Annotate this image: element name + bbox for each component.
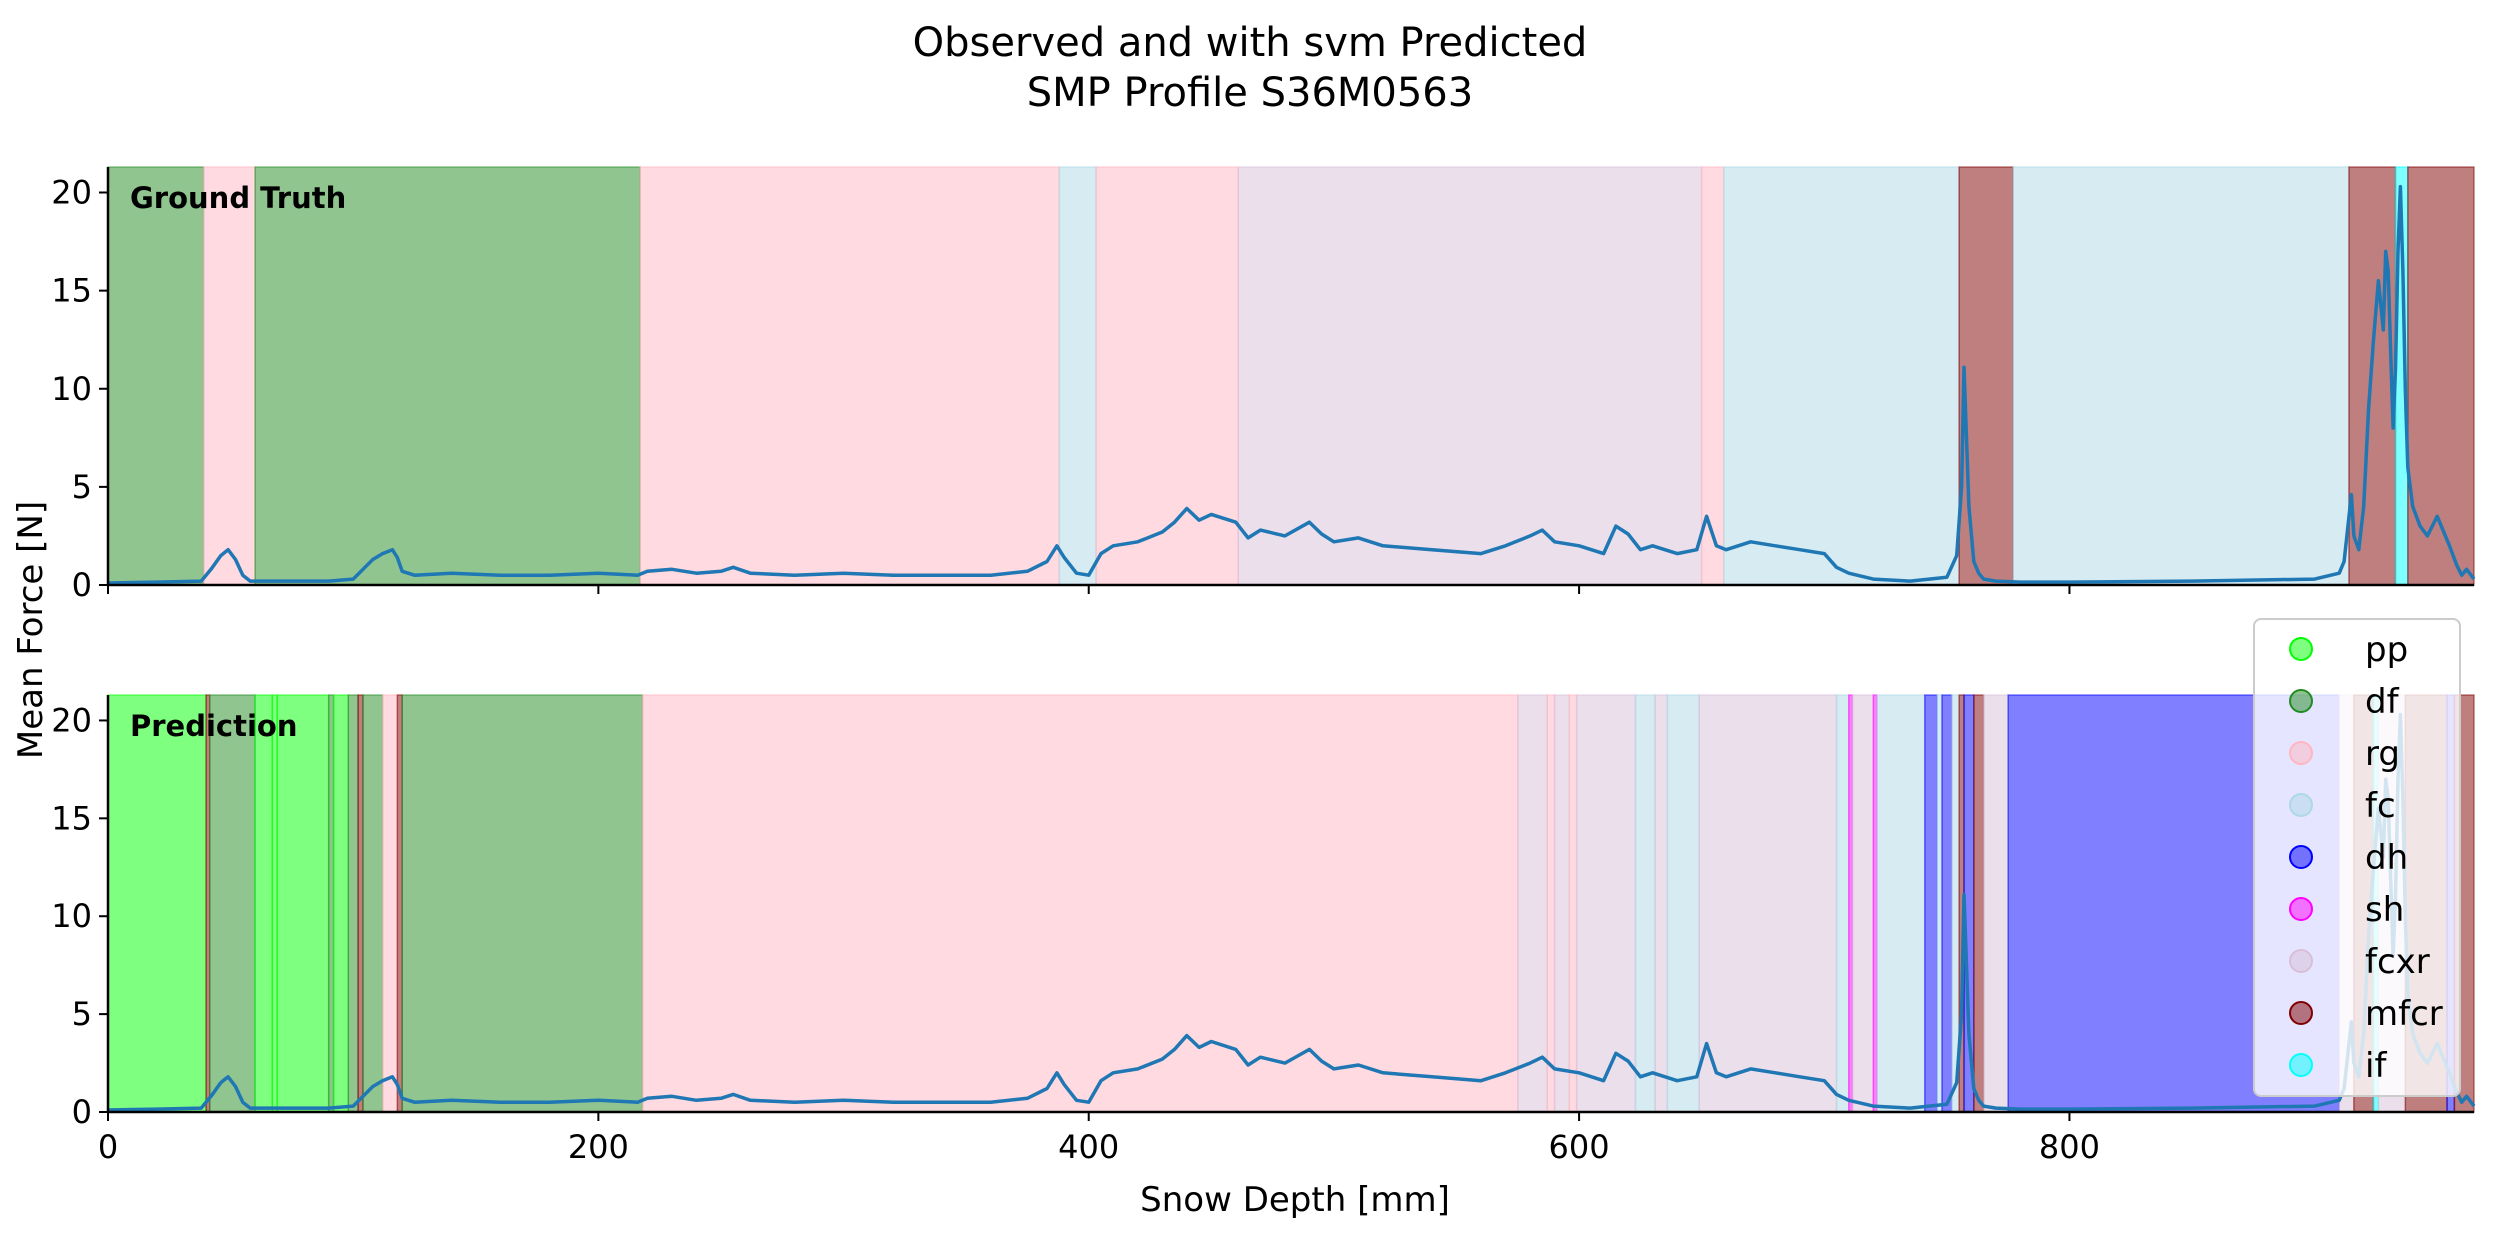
segment-rg — [202, 166, 256, 586]
segment-fc — [1666, 694, 1700, 1113]
segment-fc — [2012, 166, 2350, 586]
segment-fcxr — [1575, 694, 1637, 1113]
segment-fcxr — [1698, 694, 1838, 1113]
segment-pp — [107, 694, 207, 1113]
legend: pp df rg fc dh sh fcxr mfcr if — [2253, 618, 2461, 1097]
legend-item-dh: dh — [2289, 838, 2408, 878]
segment-fcxr — [1654, 694, 1669, 1113]
segment-fcxr — [1851, 694, 1875, 1113]
y-tick-label: 20 — [51, 701, 92, 739]
x-tick-label: 400 — [1058, 1128, 1119, 1166]
segment-mfcr — [1958, 166, 2014, 586]
x-tick-label: 200 — [568, 1128, 629, 1166]
legend-label: dh — [2365, 838, 2408, 878]
y-tick-label: 0 — [72, 566, 92, 604]
legend-marker — [2289, 793, 2313, 817]
y-tick-label: 15 — [51, 799, 92, 837]
legend-item-df: df — [2289, 682, 2400, 722]
segment-rg — [641, 694, 1519, 1113]
segment-mfcr — [2407, 166, 2475, 586]
legend-item-sh: sh — [2289, 890, 2404, 930]
x-tick-label: 0 — [98, 1128, 118, 1166]
x-axis-label: Snow Depth [mm] — [1140, 1180, 1450, 1220]
segment-mfcr — [1973, 694, 1985, 1113]
segment-dh — [1941, 694, 1953, 1113]
segment-df — [362, 694, 384, 1113]
segment-fcxr — [1517, 694, 1548, 1113]
segment-df — [254, 166, 641, 586]
legend-marker — [2289, 1001, 2313, 1025]
legend-marker — [2289, 949, 2313, 973]
segment-fc — [1634, 694, 1656, 1113]
legend-label: fc — [2365, 786, 2396, 826]
segment-fc — [1835, 694, 1850, 1113]
y-tick-label: 0 — [72, 1093, 92, 1131]
panel-label: Prediction — [130, 709, 298, 743]
legend-frame — [2253, 618, 2461, 1097]
segment-df — [107, 166, 205, 586]
legend-marker — [2289, 1053, 2313, 1077]
legend-marker — [2289, 897, 2313, 921]
segment-df — [209, 694, 256, 1113]
y-tick-label: 5 — [72, 995, 92, 1033]
segment-dh — [1924, 694, 1938, 1113]
legend-item-fcxr: fcxr — [2289, 942, 2430, 982]
segment-fc — [1722, 166, 1960, 586]
segment-fc — [1876, 694, 1926, 1113]
legend-label: df — [2365, 682, 2400, 722]
legend-label: mfcr — [2365, 994, 2443, 1034]
legend-item-mfcr: mfcr — [2289, 994, 2443, 1034]
y-tick-label: 10 — [51, 370, 92, 408]
segment-fcxr — [1982, 694, 2009, 1113]
panel-0: 0 5 10 15 20 Ground Truth — [51, 166, 2476, 604]
segment-pp — [276, 694, 330, 1113]
legend-label: if — [2365, 1046, 2387, 1086]
chart-title-line-1: Observed and with svm Predicted — [912, 20, 1588, 66]
segment-rg — [1095, 166, 1240, 586]
x-tick-label: 600 — [1549, 1128, 1610, 1166]
legend-label: rg — [2365, 734, 2400, 774]
y-axis-label: Mean Force [N] — [11, 501, 51, 759]
force-line — [107, 184, 2476, 585]
chart-title-line-2: SMP Profile S36M0563 — [1026, 70, 1474, 116]
segment-rg — [1568, 694, 1578, 1113]
legend-label: sh — [2365, 890, 2404, 930]
legend-item-rg: rg — [2289, 734, 2400, 774]
segment-fc — [1058, 166, 1097, 586]
legend-marker — [2289, 741, 2313, 765]
legend-label: fcxr — [2365, 942, 2430, 982]
y-tick-label: 15 — [51, 272, 92, 310]
x-tick-label: 800 — [2039, 1128, 2100, 1166]
segment-fcxr — [1553, 694, 1571, 1113]
y-tick-label: 10 — [51, 897, 92, 935]
legend-marker — [2289, 637, 2313, 661]
segment-rg — [1546, 694, 1556, 1113]
segment-pp — [332, 694, 350, 1113]
segment-fcxr — [1237, 166, 1703, 586]
legend-marker — [2289, 689, 2313, 713]
segment-df — [401, 694, 644, 1113]
legend-item-if: if — [2289, 1046, 2387, 1086]
legend-item-fc: fc — [2289, 786, 2396, 826]
y-tick-label: 20 — [51, 174, 92, 212]
legend-marker — [2289, 845, 2313, 869]
segment-rg — [639, 166, 1061, 586]
legend-item-pp: pp — [2289, 630, 2408, 670]
legend-label: pp — [2365, 630, 2408, 670]
segment-rg — [381, 694, 399, 1113]
y-tick-label: 5 — [72, 468, 92, 506]
segment-df — [347, 694, 359, 1113]
segment-pp — [254, 694, 274, 1113]
panel-label: Ground Truth — [130, 181, 346, 215]
